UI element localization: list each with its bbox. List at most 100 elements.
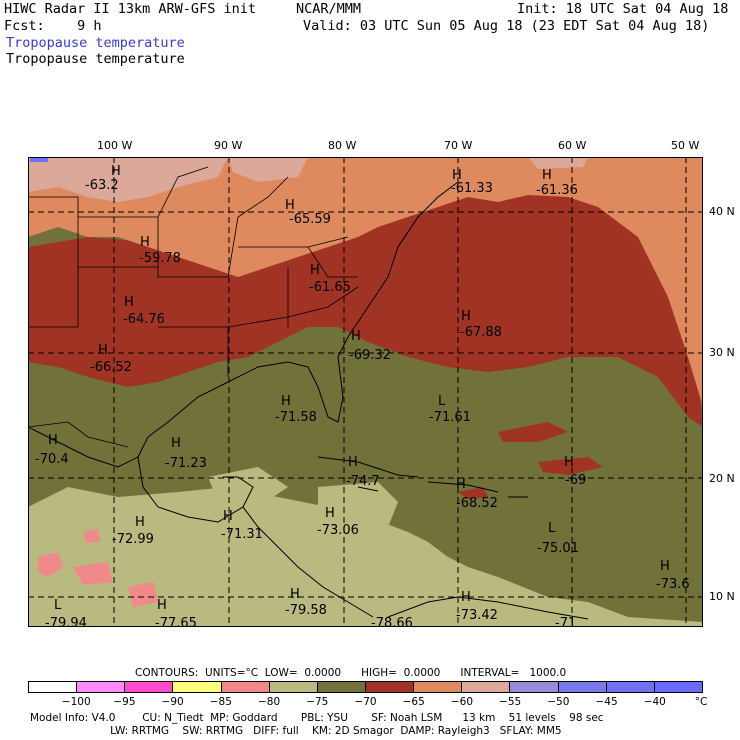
extremum-value: -72.99 [112,532,154,547]
light-olive-south [28,487,703,627]
field-title-black: Tropopause temperature [6,51,185,67]
extremum-type: H [140,235,150,250]
colorbar-tick-label: −95 [113,696,136,708]
tropopause-temperature-map: H -63.2 H -61.33 H -61.36 H -65.59 H -59… [28,157,703,627]
colorbar-tick-label: −100 [61,696,91,708]
pink-patch-1 [38,552,63,577]
model-info-line1: Model Info: V4.0 CU: N_Tiedt MP: Goddard… [30,712,604,724]
colorbar-tick-label: −45 [595,696,618,708]
extremum-type: H [660,559,670,574]
colorbar-cell [606,682,655,692]
colorbar-tick-label: −60 [450,696,474,708]
extremum-value: -64.76 [123,312,165,327]
extremum-value: -68.52 [456,496,498,511]
valid-time: Valid: 03 UTC Sun 05 Aug 18 (23 EDT Sat … [303,18,710,34]
extremum-value: -65.59 [289,212,331,227]
extremum-type: H [223,509,233,524]
extremum-type: H [48,433,58,448]
pink-patch-3 [128,582,158,607]
extremum-value: -78.66 [371,616,413,627]
extremum-value: -63.2 [85,178,119,193]
colorbar-tick-label: −80 [257,696,281,708]
extremum-type: H [348,455,358,470]
pale-salmon-north-2 [228,157,308,182]
lat-label-30n: 30 N [709,346,735,359]
red-streak-1 [498,422,568,442]
lon-label-60w: 60 W [558,139,587,152]
extremum-value: -71.58 [275,410,317,425]
red-streak-2 [538,457,603,475]
political-borders [28,166,359,448]
pink-patch-2 [73,562,113,585]
forecast-hour: Fcst: 9 h [4,18,102,34]
colorbar-cell [317,682,366,692]
extremum-type: H [542,168,552,183]
pale-salmon-north [28,157,228,202]
extremum-type: H [325,506,335,521]
extremum-type: H [351,329,361,344]
extremum-type: H [461,590,471,605]
model-title: HIWC Radar II 13km ARW-GFS init [4,1,256,17]
org-label: NCAR/MMM [296,1,362,17]
extremum-value: -71 [555,616,576,627]
colorbar-cell [173,682,222,692]
extremum-type: H [456,477,466,492]
lon-label-90w: 90 W [214,139,243,152]
map-panel: H -63.2 H -61.33 H -61.36 H -65.59 H -59… [28,157,703,627]
extremum-value: -59.78 [139,251,181,266]
light-olive-caribbean [318,482,398,532]
extremum-type: L [548,521,556,536]
lon-label-70w: 70 W [444,139,473,152]
colorbar-cell [77,682,126,692]
lon-label-50w: 50 W [671,139,700,152]
extremum-value: -69.32 [349,348,391,363]
colorbar-cell [29,682,78,692]
colorbar-tick-label: −85 [209,696,232,708]
extremum-type: H [461,309,471,324]
contours-info: CONTOURS: UNITS=°C LOW= 0.0000 HIGH= 0.0… [135,667,567,679]
colorbar-unit: °C [694,696,708,708]
extremum-type: L [54,598,62,613]
extremum-type: H [310,263,320,278]
red-streak-3 [458,487,488,499]
lat-label-10n: 10 N [709,590,735,603]
colorbar-cell [462,682,511,692]
extremum-type: L [438,394,446,409]
extremum-value: -70.4 [35,452,69,467]
extremum-value: -61.33 [451,181,493,196]
extremum-value: -69 [565,473,586,488]
extremum-type: H [124,295,134,310]
colorbar-tick-label: −70 [354,696,377,708]
colorbar-tick-label: −90 [161,696,184,708]
colorbar-cell [414,682,463,692]
extrema-labels: H -63.2 H -61.33 H -61.36 H -65.59 H -59… [35,164,690,627]
lon-label-100w: 100 W [97,139,133,152]
extremum-value: -75.01 [537,541,579,556]
colorbar [28,681,703,693]
extremum-type: H [452,168,462,183]
init-time: Init: 18 UTC Sat 04 Aug 18 [517,1,729,17]
extremum-value: -71.31 [221,527,263,542]
colorbar-cell [558,682,607,692]
colorbar-cell [269,682,318,692]
colorbar-tick-label: −65 [402,696,425,708]
extremum-value: -67.88 [460,325,502,340]
extremum-value: -79.58 [285,603,327,618]
colorbar-tick-label: −75 [306,696,329,708]
extremum-value: -66.52 [90,360,132,375]
extremum-value: -74.7 [346,474,380,489]
extremum-type: H [135,515,145,530]
extremum-value: -79.94 [45,616,87,627]
extremum-value: -73.6 [656,577,690,592]
map-frame [28,157,703,627]
extremum-type: H [157,598,167,613]
extremum-value: -61.65 [309,280,351,295]
extremum-type: H [98,343,108,358]
extremum-value: -71.23 [165,456,207,471]
colorbar-tick-label: −55 [499,696,522,708]
coastlines [28,181,589,620]
extremum-value: -61.36 [536,183,578,198]
lat-lon-grid [28,157,703,627]
pale-salmon-north-3 [528,157,588,169]
extremum-type: H [290,587,300,602]
